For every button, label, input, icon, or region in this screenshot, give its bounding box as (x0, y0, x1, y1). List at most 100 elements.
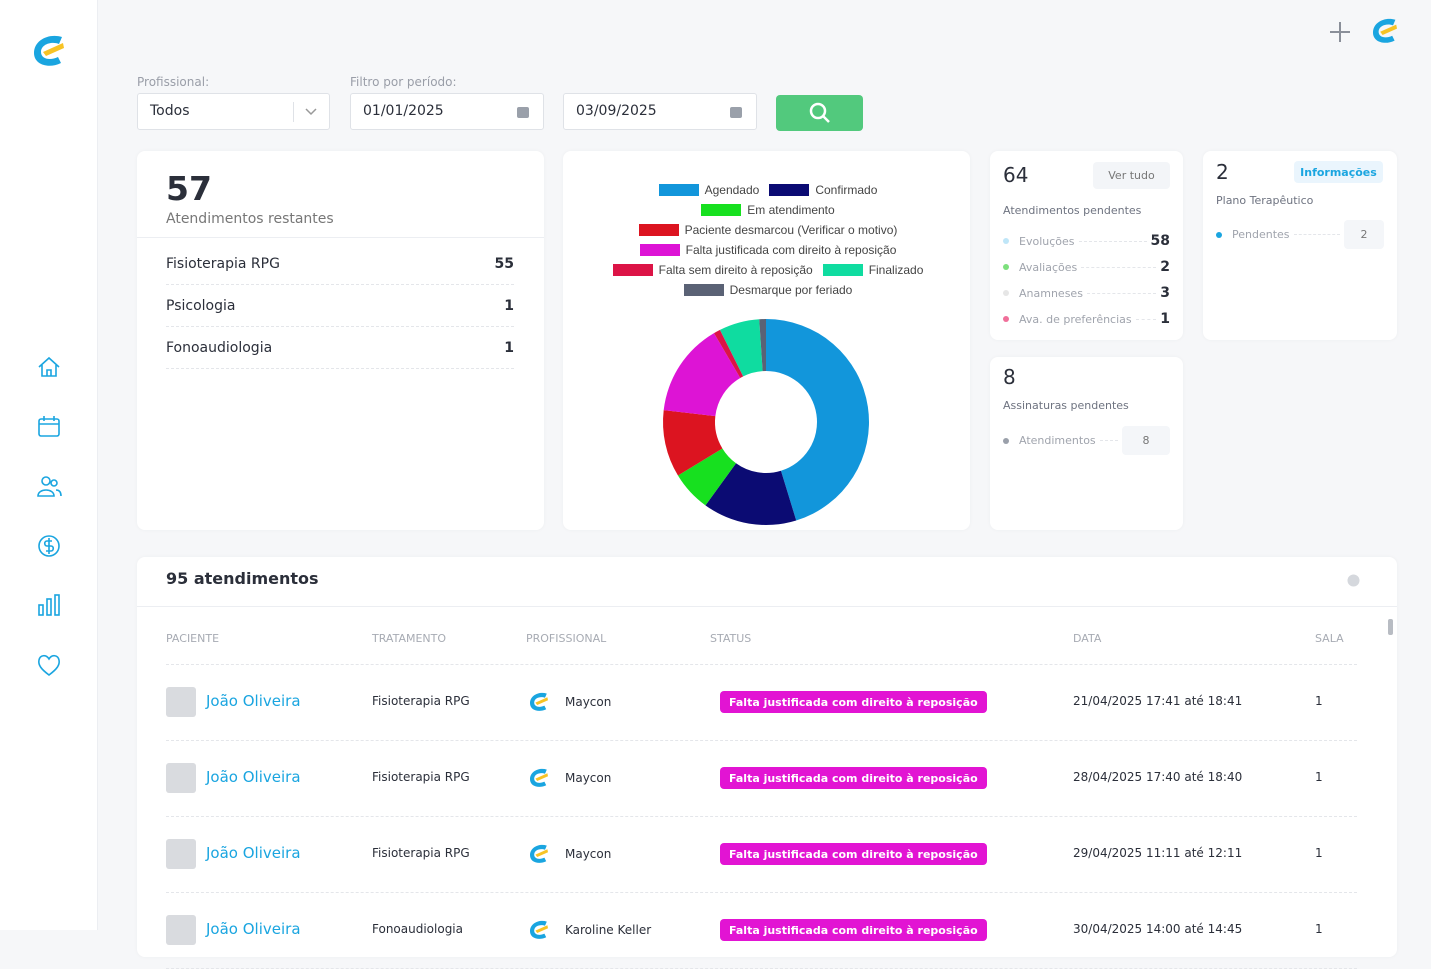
legend-swatch (701, 204, 742, 216)
professional-select[interactable]: Todos (137, 93, 330, 130)
leader (1078, 240, 1147, 242)
item-count: 1 (504, 339, 514, 356)
item-count: 3 (1160, 285, 1170, 301)
dot (1003, 316, 1009, 322)
treatment: Fisioterapia RPG (372, 694, 470, 708)
count: 64 (1003, 163, 1029, 187)
column-header: STATUS (710, 632, 752, 645)
legend-swatch (638, 224, 679, 236)
pie-slice (663, 410, 723, 476)
column-header: TRATAMENTO (372, 632, 447, 645)
legend-label: Em atendimento (747, 203, 835, 217)
legend-item[interactable]: Paciente desmarcou (Verificar o motivo) (638, 223, 898, 237)
legend-swatch (822, 264, 863, 276)
legend-label: Desmarque por feriado (729, 283, 853, 297)
item-row: Fonoaudiologia 1 (166, 327, 514, 369)
column-header: SALA (1315, 632, 1344, 645)
therapy-card: 2 Informações Plano Terapêutico Pendente… (1203, 151, 1397, 340)
add-button[interactable] (1328, 20, 1352, 44)
treatment: Fonoaudiologia (372, 922, 463, 936)
treatment: Fisioterapia RPG (372, 846, 470, 860)
item-name: Pendentes (1232, 228, 1290, 241)
user-logo[interactable] (1369, 14, 1401, 48)
label: Atendimentos pendentes (1003, 204, 1142, 217)
label: Atendimentos restantes (166, 211, 334, 227)
professional-logo (527, 766, 551, 790)
avatar (166, 763, 196, 793)
label: Plano Terapêutico (1216, 194, 1314, 207)
leader (1081, 266, 1157, 268)
chart-card: Agendado Confirmado Em atendimento Paciente… (563, 151, 970, 530)
row-divider (166, 816, 1357, 817)
patient-link[interactable]: João Oliveira (206, 768, 301, 786)
pie-slice (759, 319, 766, 372)
legend-swatch (612, 264, 653, 276)
appointments-table: 95 atendimentos PACIENTE TRATAMENTO PROFIS… (137, 557, 1397, 969)
pie-slice (766, 319, 869, 521)
label: Assinaturas pendentes (1003, 399, 1129, 412)
legend-label: Agendado (704, 183, 760, 197)
pie-slice (663, 333, 741, 417)
nav-icons (37, 356, 62, 677)
date: 21/04/2025 17:41 até 18:41 (1073, 694, 1243, 708)
sidebar (0, 0, 98, 930)
professional: Maycon (565, 771, 612, 785)
patient-link[interactable]: João Oliveira (206, 844, 301, 862)
column-header: PACIENTE (166, 632, 220, 645)
legend-label: Falta justificada com direito à reposiçã… (685, 243, 897, 257)
date: 29/04/2025 11:11 até 12:11 (1073, 846, 1243, 860)
item: Ava. de preferências 1 (1003, 311, 1170, 327)
table-title: 95 atendimentos (166, 569, 319, 588)
professional: Maycon (565, 847, 612, 861)
legend: Agendado Confirmado Em atendimento Paciente… (603, 183, 933, 297)
patient-link[interactable]: João Oliveira (206, 920, 301, 938)
room: 1 (1315, 846, 1323, 860)
logo[interactable] (29, 30, 69, 72)
legend-label: Paciente desmarcou (Verificar o motivo) (684, 223, 898, 237)
count: 8 (1003, 365, 1016, 389)
avatar (166, 687, 196, 717)
dot (1003, 290, 1009, 296)
item-name: Ava. de preferências (1019, 312, 1132, 326)
item-count: 1 (1160, 311, 1170, 327)
leader (1135, 318, 1157, 320)
count: 57 (166, 169, 212, 208)
legend-item[interactable]: Confirmado (769, 183, 877, 197)
status-pill: Falta justificada com direito à reposiçã… (720, 767, 987, 789)
pie-slice (719, 319, 763, 377)
patient-link[interactable]: João Oliveira (206, 692, 301, 710)
date-input[interactable]: 01/01/2025 (350, 93, 544, 130)
item: Atendimentos 8 (1003, 426, 1170, 455)
legend-swatch (658, 184, 699, 196)
filter-label: Profissional: (137, 75, 210, 89)
legend-item[interactable]: Falta justificada com direito à reposiçã… (639, 243, 897, 257)
info-button[interactable]: Informações (1294, 161, 1383, 183)
legend-item[interactable]: Em atendimento (701, 203, 835, 217)
legend-swatch (769, 184, 810, 196)
legend-swatch (683, 284, 724, 296)
legend-item[interactable]: Finalizado (822, 263, 924, 277)
item-count: 8 (1122, 426, 1170, 455)
item-name: Atendimentos (1019, 434, 1096, 447)
pie-slice (714, 329, 744, 378)
legend-label: Finalizado (868, 263, 924, 277)
search-button[interactable] (776, 95, 863, 131)
date-value: 03/09/2025 (576, 103, 657, 119)
avatar (166, 839, 196, 869)
see-all-button[interactable]: Ver tudo (1093, 162, 1170, 189)
dot (1003, 238, 1009, 244)
item-count: 1 (504, 297, 514, 314)
column-header: PROFISSIONAL (526, 632, 607, 645)
pie-slice (705, 463, 797, 525)
legend-item[interactable]: Agendado (658, 183, 760, 197)
legend-item[interactable]: Falta sem direito à reposição (612, 263, 813, 277)
legend-item[interactable]: Desmarque por feriado (683, 283, 853, 297)
item-row: Fisioterapia RPG 55 (166, 243, 514, 285)
filter-label: Filtro por período: (350, 75, 457, 89)
date-input[interactable]: 03/09/2025 (563, 93, 757, 130)
row-divider (166, 892, 1357, 893)
room: 1 (1315, 922, 1323, 936)
help-icon[interactable] (1347, 574, 1360, 587)
professional: Maycon (565, 695, 612, 709)
item-name: Avaliações (1019, 260, 1078, 274)
